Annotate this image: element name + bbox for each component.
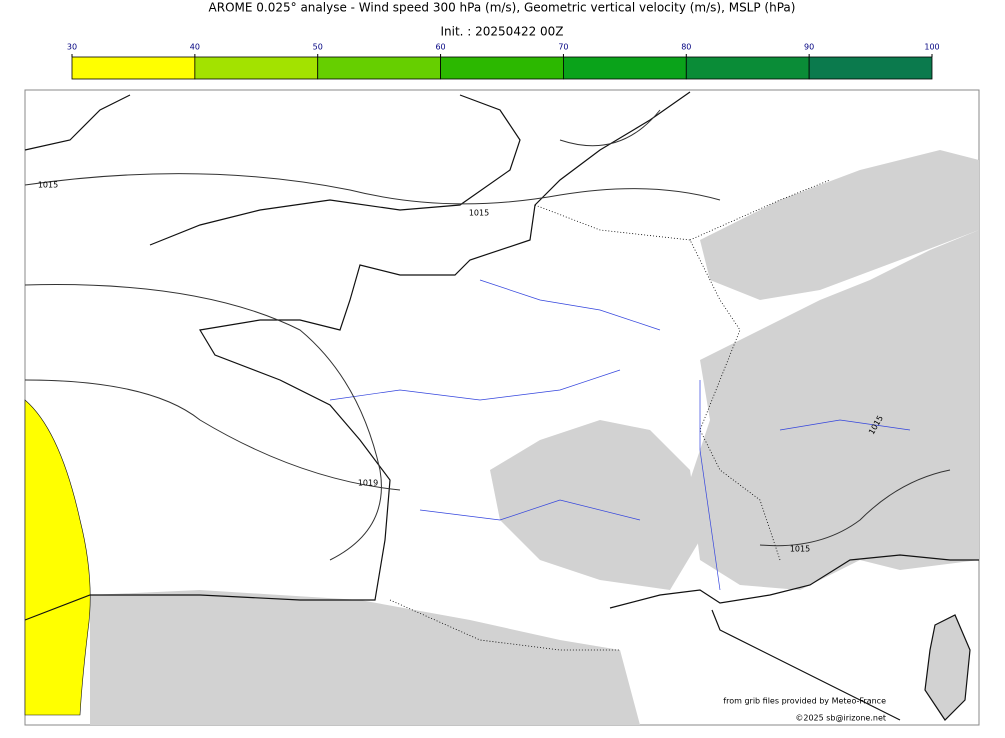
colorbar-tick-label: 100: [924, 43, 939, 52]
terrain-alps: [690, 230, 979, 590]
colorbar: 30 40 50 60 70 80 90 100: [67, 43, 940, 80]
colorbar-tick-label: 80: [681, 43, 691, 52]
coast-france: [24, 91, 691, 621]
colorbar-tick-label: 70: [558, 43, 568, 52]
credit: from grib files provided by Meteo-France: [723, 697, 886, 706]
colorbar-segment: [194, 56, 319, 80]
coast-med: [609, 554, 979, 609]
title: AROME 0.025° analyse - Wind speed 300 hP…: [209, 1, 796, 15]
terrain-germany: [700, 150, 979, 300]
colorbar-segment: [440, 56, 564, 80]
colorbar-tick-label: 30: [67, 43, 77, 52]
credit: ©2025 sb@irizone.net: [795, 714, 886, 723]
colorbar-tick-label: 50: [313, 43, 323, 52]
isobar-label: 1015: [790, 545, 810, 554]
colorbar-segment: [71, 56, 196, 80]
borders: [389, 179, 831, 651]
map: 1015 1015 1019 1015 1015 from grib files…: [24, 89, 980, 726]
colorbar-segment: [808, 56, 933, 80]
colorbar-tick-label: 60: [435, 43, 445, 52]
coast-corsica: [924, 614, 971, 721]
colorbar-tick-label: 90: [804, 43, 814, 52]
subtitle: Init. : 20250422 00Z: [440, 25, 563, 39]
isobar-label: 1015: [469, 209, 489, 218]
colorbar-segment: [685, 56, 810, 80]
colorbar-segment: [317, 56, 441, 80]
terrain-spain: [90, 590, 640, 725]
terrain-central: [490, 420, 700, 590]
terrain-corsica: [925, 615, 970, 720]
isobar-label: 1015: [38, 181, 58, 190]
isobars: [24, 109, 951, 561]
colorbar-tick-label: 40: [190, 43, 200, 52]
rivers: [329, 279, 911, 591]
coast-italy: [711, 609, 901, 721]
colorbar-segment: [563, 56, 687, 80]
coast-england: [24, 94, 521, 246]
wind-region: [24, 399, 91, 716]
isobar-label: 1019: [358, 479, 378, 488]
